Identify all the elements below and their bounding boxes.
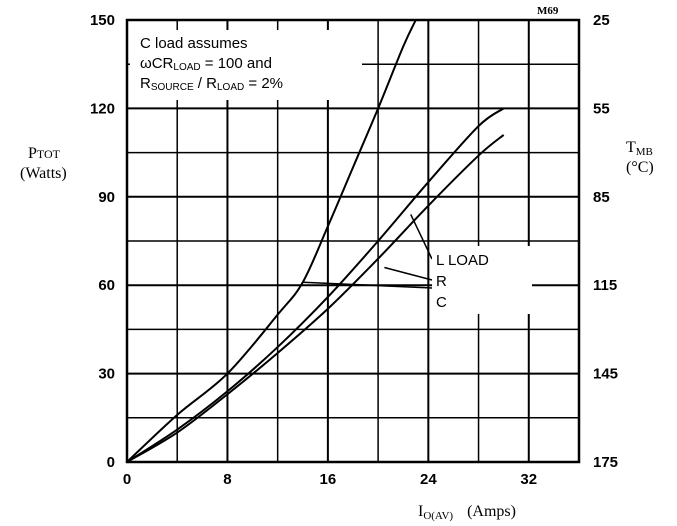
y-left-tick-label: 90: [98, 189, 115, 206]
series-label-r: R: [436, 273, 447, 290]
y-right-tick-label: 25: [593, 12, 610, 29]
leader-lines: [302, 214, 433, 289]
y-left-tick-label: 150: [90, 12, 115, 29]
curve-c: [126, 19, 417, 463]
series-label-c: C: [436, 294, 447, 311]
curve-l-load: [126, 107, 505, 463]
leader-line-l-load: [410, 214, 433, 260]
series-label-background: [432, 246, 532, 314]
y-left-tick-labels: 0 30 60 90 120 150: [90, 12, 115, 471]
y-left-tick-label: 120: [90, 100, 115, 117]
plot-border: [125, 18, 581, 464]
y-right-unit: (°C): [626, 159, 654, 176]
y-right-tick-label: 115: [593, 277, 617, 294]
y-left-tick-label: 60: [98, 277, 115, 294]
annotation-line1: C load assumes: [140, 35, 248, 52]
y-right-tick-label: 175: [593, 454, 618, 471]
curve-r: [126, 134, 505, 463]
annotation-line2: ωCRLOAD = 100 and: [140, 55, 272, 73]
leader-line-c: [302, 281, 433, 289]
y-right-title: TMB: [626, 139, 653, 158]
curves: [126, 19, 505, 463]
x-tick-label: 8: [223, 471, 231, 488]
series-label-l-load: L LOAD: [436, 252, 489, 269]
y-right-tick-label: 55: [593, 100, 610, 117]
x-tick-label: 32: [520, 471, 537, 488]
x-tick-labels: 0 8 16 24 32: [123, 471, 537, 488]
x-title: IO(AV) (Amps): [418, 503, 516, 522]
x-tick-label: 24: [420, 471, 437, 488]
leader-line-r: [384, 266, 433, 281]
y-left-tick-label: 30: [98, 366, 115, 383]
plot-frame: [125, 18, 581, 464]
y-right-tick-label: 85: [593, 189, 610, 206]
y-right-tick-labels: 175 145 115 85 55 25: [593, 12, 618, 471]
y-right-tick-label: 145: [593, 366, 618, 383]
figure-code: M69: [537, 5, 559, 17]
x-tick-label: 16: [320, 471, 337, 488]
annotation-line3: RSOURCE / RLOAD = 2%: [140, 75, 283, 93]
x-tick-label: 0: [123, 471, 131, 488]
y-left-unit: (Watts): [20, 165, 67, 182]
annotation-background: [130, 30, 362, 100]
y-left-tick-label: 0: [107, 454, 115, 471]
y-left-title: PTOT: [28, 145, 61, 162]
